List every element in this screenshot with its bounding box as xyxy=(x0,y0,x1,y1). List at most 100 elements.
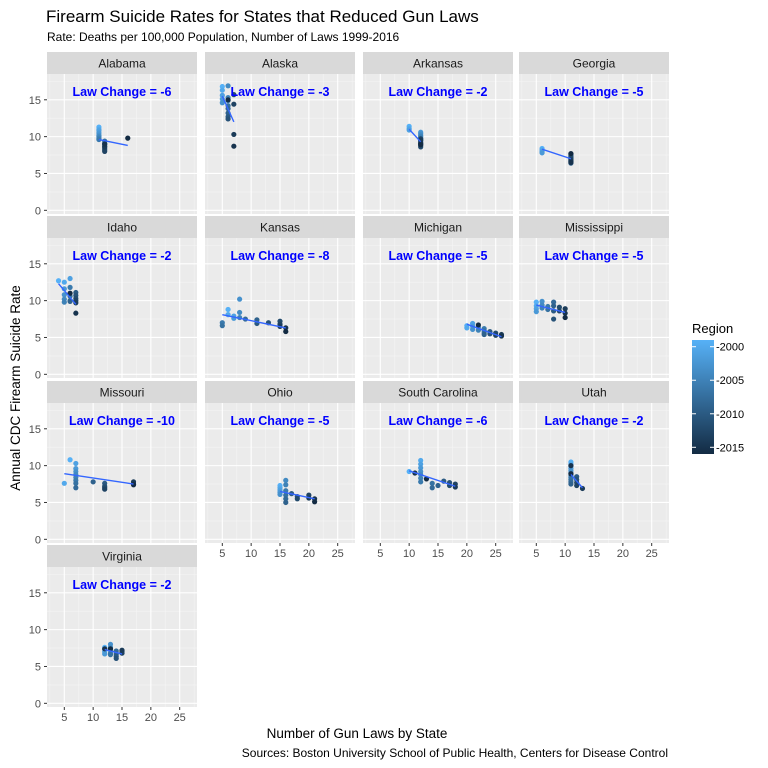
x-tick-label: 10 xyxy=(87,712,99,724)
x-tick-label: 10 xyxy=(403,548,415,560)
facet-strip xyxy=(519,216,669,238)
law-change-annotation: Law Change = -5 xyxy=(389,249,488,263)
facet-panel-ohio: Ohio 5 10 15 20 25 Law Change = -5 xyxy=(205,381,355,560)
facet-strip xyxy=(47,545,197,567)
data-point xyxy=(435,482,441,489)
trend-line xyxy=(98,138,128,147)
y-tick-label: 10 xyxy=(29,625,41,637)
x-tick-label: 20 xyxy=(303,548,315,560)
y-tick-label: 0 xyxy=(35,205,41,217)
law-change-annotation: Law Change = -6 xyxy=(389,414,488,428)
facet-strip xyxy=(47,216,197,238)
law-change-annotation: Law Change = -6 xyxy=(73,85,172,99)
x-tick-label: 5 xyxy=(219,548,225,560)
data-point xyxy=(102,651,108,657)
data-point xyxy=(470,326,476,332)
data-point xyxy=(574,482,580,489)
data-point xyxy=(67,457,73,463)
trend-line xyxy=(570,474,583,489)
data-point xyxy=(418,479,424,485)
data-point xyxy=(73,485,79,491)
law-change-annotation: Law Change = -5 xyxy=(231,414,330,428)
facet-strip xyxy=(363,216,513,238)
data-point xyxy=(119,647,125,653)
x-tick-label: 10 xyxy=(559,548,571,560)
x-tick-label: 15 xyxy=(116,712,128,724)
x-tick-label: 10 xyxy=(245,548,257,560)
data-point xyxy=(225,306,231,313)
data-point xyxy=(67,275,73,282)
legend-tick-label: -2000 xyxy=(716,342,744,354)
facet-strip-label: Michigan xyxy=(414,221,462,235)
data-point xyxy=(418,142,424,148)
y-tick-label: 10 xyxy=(29,461,41,473)
data-point xyxy=(55,278,62,284)
data-point xyxy=(539,298,545,304)
data-point xyxy=(481,331,487,338)
x-tick-label: 5 xyxy=(533,548,539,560)
data-point xyxy=(61,279,67,285)
legend-colorbar xyxy=(692,340,714,454)
law-change-annotation: Law Change = -2 xyxy=(73,249,172,263)
x-tick-label: 15 xyxy=(274,548,286,560)
y-tick-label: 5 xyxy=(35,168,41,180)
trend-line xyxy=(466,323,502,338)
law-change-annotation: Law Change = -10 xyxy=(69,414,175,428)
data-point xyxy=(429,485,435,491)
data-point xyxy=(237,309,243,316)
facet-strip xyxy=(205,52,355,74)
data-point xyxy=(283,492,289,498)
trend-line xyxy=(64,473,134,485)
data-point xyxy=(568,159,574,166)
y-axis-label: Annual CDC Firearm Suicide Rate xyxy=(8,285,23,491)
facet-strip xyxy=(519,52,669,74)
facet-strip-label: Alabama xyxy=(98,57,146,71)
data-point xyxy=(231,131,237,138)
data-point xyxy=(231,92,237,98)
data-point xyxy=(61,292,67,298)
legend: Region -2000 -2005 -2010 -2015 xyxy=(692,321,744,454)
data-point xyxy=(533,309,539,315)
facet-panel-kansas: Kansas Law Change = -8 xyxy=(205,216,355,378)
data-point xyxy=(225,97,231,103)
data-point xyxy=(429,480,435,486)
facet-strip-label: South Carolina xyxy=(398,386,478,400)
data-point xyxy=(225,83,231,89)
law-change-annotation: Law Change = -2 xyxy=(389,85,488,99)
data-point xyxy=(102,148,108,154)
data-point xyxy=(61,299,67,305)
data-point xyxy=(418,465,424,471)
data-point xyxy=(562,314,568,321)
y-tick-label: 0 xyxy=(35,534,41,546)
facet-strip-label: Missouri xyxy=(100,386,145,400)
data-point xyxy=(219,87,225,93)
y-tick-label: 5 xyxy=(35,661,41,673)
facet-panel-missouri: Missouri 0 5 10 15 Law Change = -10 xyxy=(29,381,197,546)
data-point xyxy=(533,299,539,305)
data-point xyxy=(568,463,574,469)
facet-panel-idaho: Idaho 0 5 10 15 Law Change = -2 xyxy=(29,216,197,381)
y-tick-label: 0 xyxy=(35,698,41,710)
y-tick-label: 15 xyxy=(29,259,41,271)
facet-strip-label: Arkansas xyxy=(413,57,463,71)
facet-panel-alabama: Alabama 0 5 10 15 Law Change = -6 xyxy=(29,52,197,217)
y-tick-label: 15 xyxy=(29,424,41,436)
facet-strip-label: Mississippi xyxy=(565,221,623,235)
y-tick-label: 10 xyxy=(29,132,41,144)
facet-strip-label: Ohio xyxy=(267,386,293,400)
x-tick-label: 5 xyxy=(377,548,383,560)
law-change-annotation: Law Change = -8 xyxy=(231,249,330,263)
y-tick-label: 0 xyxy=(35,369,41,381)
data-point xyxy=(551,299,557,305)
data-point xyxy=(551,303,557,309)
facet-panel-michigan: Michigan Law Change = -5 xyxy=(363,216,513,378)
facet-panel-georgia: Georgia Law Change = -5 xyxy=(519,52,669,214)
trend-line xyxy=(408,470,456,487)
chart-title: Firearm Suicide Rates for States that Re… xyxy=(46,7,479,26)
data-point xyxy=(231,143,237,149)
data-point xyxy=(73,460,79,467)
data-point xyxy=(418,457,424,464)
data-point xyxy=(539,150,545,156)
y-tick-label: 10 xyxy=(29,296,41,308)
